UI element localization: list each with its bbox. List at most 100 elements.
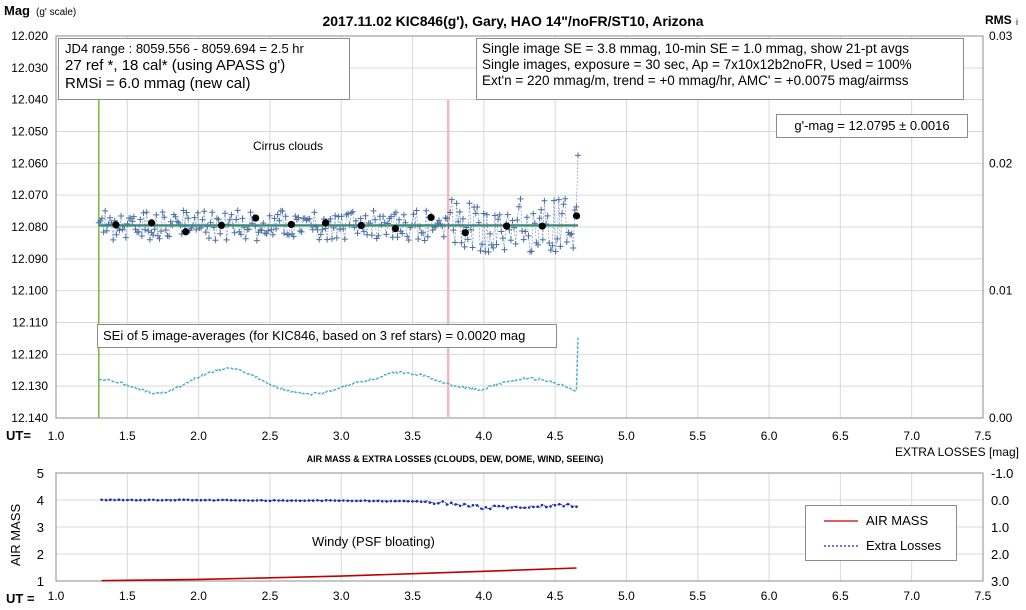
main-y-tick-label: 12.110 <box>12 316 48 330</box>
mag-box: g'-mag = 12.0795 ± 0.0016 <box>776 114 968 138</box>
extra-losses-point <box>195 498 198 502</box>
extra-losses-point <box>497 504 501 508</box>
extra-losses-point <box>540 503 544 507</box>
average-point <box>321 219 330 227</box>
main-y-tick-label: 12.120 <box>11 347 48 361</box>
extra-losses-point <box>152 498 155 502</box>
extra-losses-point <box>493 504 496 508</box>
extra-losses-point <box>566 502 570 506</box>
extra-losses-point <box>329 499 332 502</box>
main-y2-tick-label: 0.01 <box>989 284 1013 298</box>
extra-losses-point <box>104 498 108 502</box>
extra-losses-markers <box>100 498 578 511</box>
extra-losses-point <box>156 499 160 502</box>
extra-losses-point <box>402 499 406 503</box>
extra-losses-point <box>303 499 306 503</box>
info-left-line-1: JD4 range : 8059.556 - 8059.694 = 2.5 hr <box>65 41 304 56</box>
extra-losses-y2-tick-label: 0.0 <box>991 493 1009 508</box>
main-y-tick-label: 12.060 <box>11 156 48 170</box>
main-y-axis-sublabel: (g' scale) <box>36 7 76 18</box>
extra-losses-point <box>130 498 134 502</box>
extra-losses-point <box>527 506 531 509</box>
airmass-y-tick-label: 3 <box>37 520 44 535</box>
average-point <box>461 229 469 237</box>
extra-losses-point <box>147 498 151 502</box>
extra-losses-point <box>432 502 436 506</box>
main-y-axis-label: Mag <box>4 3 30 18</box>
extra-losses-point <box>372 499 375 503</box>
extra-losses-point <box>549 505 552 508</box>
extra-losses-point <box>277 499 280 502</box>
extra-losses-point <box>368 499 371 503</box>
main-x-tick-label: 5.5 <box>689 429 706 443</box>
extra-losses-y2-tick-label: -1.0 <box>991 466 1013 481</box>
airmass-x-tick-label: 3.5 <box>404 589 421 603</box>
rms-trace <box>98 337 579 397</box>
main-y2-tick-label: 0.03 <box>989 29 1013 43</box>
windy-annotation: Windy (PSF bloating) <box>312 534 435 549</box>
average-point <box>572 212 581 220</box>
main-x-tick-label: 4.5 <box>547 429 564 443</box>
main-x-tick-label: 6.0 <box>761 429 778 443</box>
extra-losses-point <box>545 505 548 509</box>
extra-losses-point <box>411 500 414 503</box>
extra-losses-point <box>424 500 427 504</box>
extra-losses-point <box>173 499 177 502</box>
extra-losses-point <box>247 499 250 502</box>
main-x-tick-label: 7.0 <box>903 429 920 443</box>
extra-losses-y2-tick-label: 3.0 <box>991 574 1009 589</box>
main-plot-frame <box>55 35 984 419</box>
extra-losses-point <box>238 499 242 502</box>
extra-losses-point <box>463 502 466 506</box>
legend-box: AIR MASS Extra Losses <box>805 505 957 561</box>
extra-losses-point <box>139 498 142 502</box>
main-y-tick-label: 12.020 <box>11 29 48 43</box>
extra-losses-point <box>363 499 367 502</box>
average-point <box>182 228 190 236</box>
info-right-line-3: Ext'n = 220 mmag/m, trend = +0 mmag/hr, … <box>482 73 909 89</box>
extra-losses-point <box>251 499 254 502</box>
main-x-tick-label: 3.0 <box>333 429 350 443</box>
airmass-x-tick-label: 4.5 <box>547 589 564 603</box>
airmass-chart-title: AIR MASS & EXTRA LOSSES (CLOUDS, DEW, DO… <box>307 454 604 464</box>
legend-extra-losses-label: Extra Losses <box>866 538 942 553</box>
extra-losses-point <box>393 499 397 503</box>
extra-losses-point <box>519 506 522 510</box>
extra-losses-point <box>562 504 565 508</box>
extra-losses-point <box>264 499 268 503</box>
average-point <box>538 222 546 230</box>
airmass-x-tick-label: 2.5 <box>262 589 279 603</box>
extra-losses-point <box>316 499 319 502</box>
main-y2-tick-label: 0.00 <box>989 411 1013 425</box>
extra-losses-point <box>558 503 561 506</box>
extra-losses-point <box>415 500 419 503</box>
main-x-axis-label: UT= <box>6 428 31 443</box>
extra-losses-point <box>294 499 298 502</box>
airmass-y-tick-label: 5 <box>37 466 44 481</box>
average-point <box>287 220 295 229</box>
extra-losses-point <box>337 499 341 503</box>
extra-losses-point <box>385 500 388 503</box>
extra-losses-point <box>117 498 121 502</box>
extra-losses-point <box>182 498 185 502</box>
info-left-line-3: RMSi = 6.0 mmag (new cal) <box>65 74 251 92</box>
extra-losses-point <box>342 499 345 502</box>
extra-losses-point <box>484 505 488 509</box>
average-point <box>391 224 400 233</box>
info-box-left: JD4 range : 8059.556 - 8059.694 = 2.5 hr… <box>58 38 350 100</box>
airmass-x-tick-label: 1.5 <box>119 589 136 603</box>
extra-losses-point <box>160 498 164 502</box>
extra-losses-line <box>101 499 577 510</box>
airmass-line <box>101 567 577 582</box>
extra-losses-point <box>381 500 384 503</box>
extra-losses-point <box>501 504 505 508</box>
extra-losses-point <box>376 499 380 503</box>
extra-losses-point <box>216 498 220 502</box>
extra-losses-point <box>234 498 237 502</box>
main-y-tick-label: 12.030 <box>11 61 48 75</box>
airmass-x-tick-label: 3.0 <box>333 589 350 603</box>
extra-losses-point <box>398 499 401 503</box>
airmass-x-tick-label: 1.0 <box>48 589 65 603</box>
extra-losses-point <box>273 498 276 502</box>
